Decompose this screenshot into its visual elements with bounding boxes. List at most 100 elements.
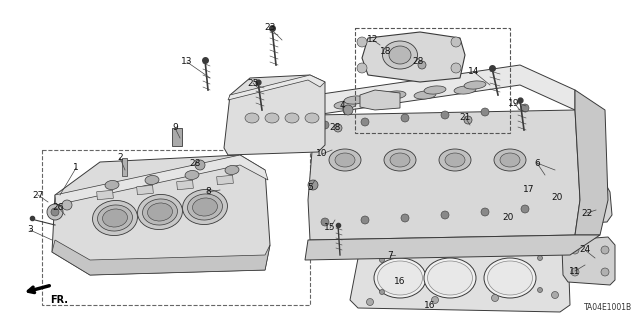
Bar	[355, 28, 510, 133]
Circle shape	[601, 246, 609, 254]
Circle shape	[357, 63, 367, 73]
Ellipse shape	[225, 166, 239, 174]
Ellipse shape	[93, 200, 138, 235]
Circle shape	[492, 241, 499, 249]
Polygon shape	[562, 237, 615, 285]
Ellipse shape	[188, 194, 223, 220]
Ellipse shape	[587, 197, 603, 213]
Circle shape	[380, 257, 385, 263]
Polygon shape	[564, 183, 612, 224]
Ellipse shape	[245, 113, 259, 123]
Text: 21: 21	[460, 113, 470, 122]
Circle shape	[367, 249, 374, 256]
Bar	[122, 158, 127, 176]
Text: 11: 11	[569, 266, 580, 276]
Ellipse shape	[484, 258, 536, 298]
Circle shape	[481, 208, 489, 216]
Text: 17: 17	[524, 184, 535, 194]
Ellipse shape	[143, 199, 177, 225]
Circle shape	[521, 104, 529, 112]
Text: 7: 7	[387, 250, 393, 259]
Circle shape	[418, 61, 426, 69]
Circle shape	[401, 114, 409, 122]
Polygon shape	[52, 240, 270, 275]
Ellipse shape	[488, 261, 532, 295]
Polygon shape	[362, 32, 465, 82]
Text: 28: 28	[189, 159, 201, 167]
Ellipse shape	[424, 258, 476, 298]
Ellipse shape	[305, 113, 319, 123]
Ellipse shape	[148, 203, 172, 221]
Bar	[137, 185, 154, 195]
Text: 4: 4	[339, 100, 345, 109]
Ellipse shape	[584, 194, 606, 216]
Text: 9: 9	[172, 123, 178, 132]
Text: 25: 25	[247, 78, 259, 87]
Ellipse shape	[97, 205, 132, 231]
Ellipse shape	[105, 181, 119, 189]
Bar	[172, 128, 182, 146]
Circle shape	[492, 294, 499, 301]
Circle shape	[481, 108, 489, 116]
Circle shape	[334, 124, 342, 132]
Ellipse shape	[428, 261, 472, 295]
Circle shape	[431, 296, 438, 303]
Polygon shape	[55, 155, 268, 205]
Bar	[42, 150, 310, 305]
Bar	[177, 180, 193, 190]
Circle shape	[357, 37, 367, 47]
Text: 26: 26	[52, 203, 64, 211]
Ellipse shape	[335, 153, 355, 167]
Circle shape	[451, 37, 461, 47]
Text: FR.: FR.	[50, 295, 68, 305]
Text: 15: 15	[324, 224, 336, 233]
Ellipse shape	[285, 113, 299, 123]
Ellipse shape	[102, 209, 127, 227]
Bar	[97, 190, 113, 200]
Circle shape	[47, 204, 63, 220]
Circle shape	[521, 205, 529, 213]
Text: 19: 19	[508, 99, 520, 108]
Circle shape	[441, 211, 449, 219]
Circle shape	[538, 287, 543, 293]
Text: 12: 12	[367, 35, 379, 44]
Ellipse shape	[265, 113, 279, 123]
Text: 8: 8	[205, 188, 211, 197]
Ellipse shape	[383, 41, 417, 69]
Circle shape	[451, 63, 461, 73]
Ellipse shape	[185, 170, 199, 180]
Text: 13: 13	[181, 57, 193, 66]
Polygon shape	[224, 75, 325, 155]
Circle shape	[601, 268, 609, 276]
Text: 23: 23	[264, 24, 276, 33]
Ellipse shape	[464, 81, 486, 89]
Circle shape	[441, 111, 449, 119]
Ellipse shape	[182, 189, 227, 225]
Bar	[217, 175, 234, 185]
Text: 1: 1	[73, 164, 79, 173]
Polygon shape	[360, 90, 400, 110]
Text: 27: 27	[32, 190, 44, 199]
Ellipse shape	[344, 96, 366, 104]
Text: 20: 20	[551, 194, 563, 203]
Ellipse shape	[378, 261, 422, 295]
Ellipse shape	[384, 91, 406, 99]
Circle shape	[538, 256, 543, 261]
Polygon shape	[575, 90, 608, 235]
Circle shape	[361, 118, 369, 126]
Text: 16: 16	[394, 277, 406, 286]
Ellipse shape	[494, 149, 526, 171]
Text: 16: 16	[424, 300, 436, 309]
Text: 28: 28	[412, 57, 424, 66]
Circle shape	[401, 214, 409, 222]
Ellipse shape	[334, 101, 356, 109]
Ellipse shape	[389, 46, 411, 64]
Circle shape	[571, 268, 579, 276]
Text: 28: 28	[330, 122, 340, 131]
Circle shape	[571, 246, 579, 254]
Ellipse shape	[414, 91, 436, 99]
Ellipse shape	[445, 153, 465, 167]
Circle shape	[552, 292, 559, 299]
Text: 6: 6	[534, 159, 540, 167]
Ellipse shape	[138, 195, 182, 230]
